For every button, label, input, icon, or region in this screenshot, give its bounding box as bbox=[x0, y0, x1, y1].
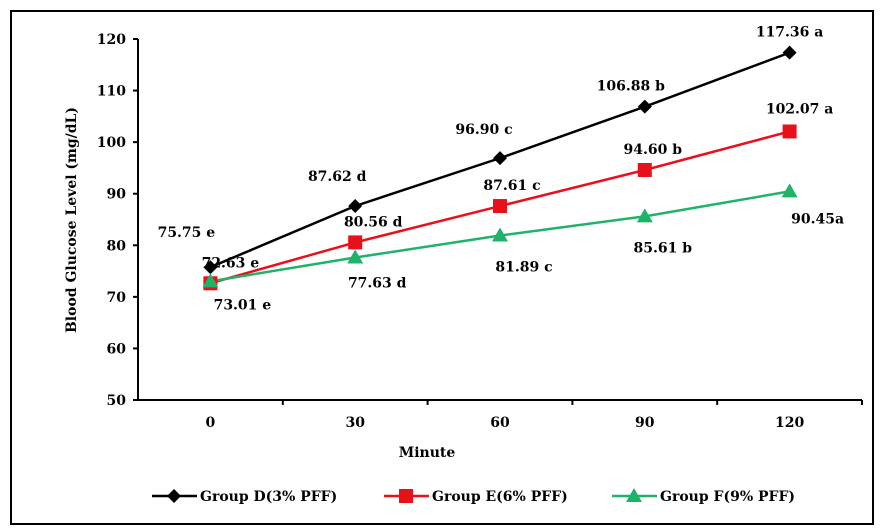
data-label: 73.01 e bbox=[214, 297, 272, 313]
series-lines bbox=[209, 51, 791, 285]
x-tick-label: 0 bbox=[206, 415, 216, 431]
legend-item: Group D(3% PFF) bbox=[152, 489, 337, 505]
data-point-marker bbox=[782, 45, 797, 60]
data-point-marker bbox=[348, 235, 363, 250]
y-axis-title: Blood Glucose Level (mg/dL) bbox=[64, 107, 80, 333]
x-tick-label: 30 bbox=[345, 415, 365, 431]
legend-marker bbox=[626, 488, 642, 502]
data-point-marker bbox=[493, 151, 507, 166]
y-tick-label: 90 bbox=[107, 187, 127, 203]
data-point-marker bbox=[781, 183, 798, 198]
data-label: 106.88 b bbox=[597, 79, 665, 95]
y-tick-label: 110 bbox=[97, 84, 126, 100]
data-label: 85.61 b bbox=[634, 240, 693, 256]
data-point-marker bbox=[348, 198, 363, 213]
y-tick-label: 120 bbox=[97, 32, 126, 48]
legend-label: Group D(3% PFF) bbox=[200, 489, 337, 505]
legend-item: Group E(6% PFF) bbox=[384, 489, 568, 505]
data-label: 90.45a bbox=[791, 211, 844, 227]
data-labels: 75.75 e 87.62 d 96.90 c 106.88 b 117.36 a 72.… bbox=[158, 25, 844, 314]
legend-item: Group F(9% PFF) bbox=[612, 488, 795, 505]
data-label: 72.63 e bbox=[202, 255, 260, 271]
data-point-marker bbox=[492, 227, 508, 242]
legend-label: Group F(9% PFF) bbox=[660, 489, 795, 505]
data-point-marker bbox=[637, 162, 652, 177]
data-point-marker bbox=[636, 208, 653, 223]
legend: Group D(3% PFF) Group E(6% PFF) Group F(9%… bbox=[152, 488, 795, 505]
x-tick-label: 60 bbox=[490, 415, 510, 431]
data-label: 77.63 d bbox=[348, 276, 407, 292]
legend-marker bbox=[399, 489, 413, 503]
data-point-marker bbox=[202, 273, 219, 288]
axes bbox=[137, 39, 862, 401]
legend-label: Group E(6% PFF) bbox=[432, 489, 568, 505]
data-label: 87.61 c bbox=[483, 178, 540, 194]
chart-frame bbox=[10, 10, 874, 525]
y-tick-label: 70 bbox=[107, 290, 127, 306]
y-axis-ticks: 50 60 70 80 90 100 110 120 bbox=[97, 32, 138, 409]
data-point-marker bbox=[637, 99, 652, 114]
data-point-marker bbox=[203, 260, 218, 275]
data-point-marker bbox=[493, 199, 507, 214]
data-label: 96.90 c bbox=[455, 122, 512, 138]
series-markers bbox=[202, 45, 798, 291]
y-tick-label: 100 bbox=[97, 135, 126, 151]
data-label: 117.36 a bbox=[756, 25, 824, 41]
legend-marker bbox=[167, 489, 181, 503]
data-label: 94.60 b bbox=[624, 142, 683, 158]
data-point-marker bbox=[782, 124, 797, 139]
x-tick-label: 120 bbox=[775, 415, 804, 431]
x-axis-ticks: 0 30 60 90 120 bbox=[206, 400, 863, 431]
data-label: 80.56 d bbox=[344, 214, 403, 230]
data-label: 81.89 c bbox=[495, 260, 552, 276]
data-label: 75.75 e bbox=[158, 225, 216, 241]
data-point-marker bbox=[347, 249, 364, 264]
x-axis-title: Minute bbox=[399, 445, 456, 461]
data-label: 87.62 d bbox=[308, 169, 367, 185]
y-tick-label: 80 bbox=[107, 238, 127, 254]
y-tick-label: 50 bbox=[107, 393, 127, 409]
data-label: 102.07 a bbox=[766, 101, 834, 117]
y-tick-label: 60 bbox=[107, 341, 127, 357]
x-tick-label: 90 bbox=[635, 415, 655, 431]
